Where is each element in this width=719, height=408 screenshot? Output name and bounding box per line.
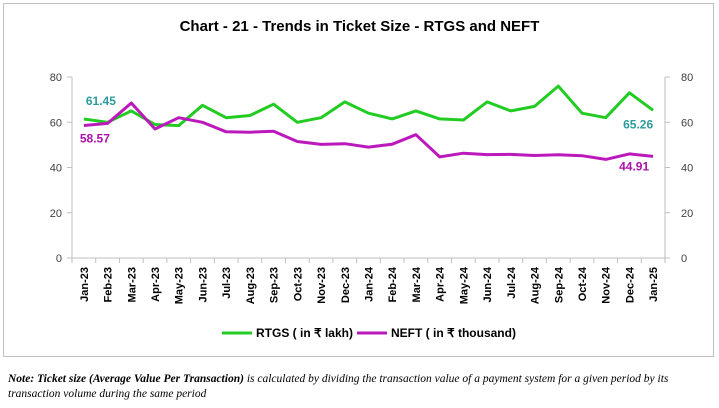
x-tick-label: Apr-23 (150, 267, 162, 302)
data-label: 44.91 (619, 159, 649, 173)
x-tick-label: Oct-23 (292, 267, 304, 301)
data-labels: 61.45 58.57 65.26 44.91 (80, 94, 654, 173)
axes: 0 20 40 60 80 0 20 40 60 80 Jan-23 Feb-23 Mar-23 Apr-… (50, 72, 694, 304)
x-tick-label: Jun-23 (197, 267, 209, 302)
x-tick-label: Feb-24 (387, 266, 399, 302)
y-tick-label-left: 60 (50, 117, 62, 129)
x-tick-label: May-23 (174, 267, 186, 304)
chart-frame (3, 3, 714, 357)
x-tick-label: Feb-23 (103, 267, 115, 302)
x-tick-label: Aug-24 (530, 266, 542, 304)
y-tick-label-left: 20 (50, 208, 62, 220)
x-tick-label: Nov-23 (316, 267, 328, 304)
x-tick-label: Jul-24 (506, 266, 518, 299)
footnote: Note: Ticket size (Average Value Per Tra… (8, 372, 714, 402)
y-tick-label-right: 80 (681, 72, 693, 84)
y-tick-label-right: 20 (681, 208, 693, 220)
y-tick-label-left: 0 (56, 253, 62, 265)
x-tick-label: Jun-24 (482, 266, 494, 302)
x-tick-label: Nov-24 (601, 266, 613, 304)
x-tick-label: Jan-24 (364, 266, 376, 302)
x-tick-label: Oct-24 (577, 266, 589, 301)
x-tick-label: Mar-24 (411, 266, 423, 302)
data-label: 65.26 (623, 117, 653, 131)
x-tick-label: Mar-23 (126, 267, 138, 302)
x-tick-label: May-24 (458, 266, 470, 304)
y-tick-label-right: 0 (681, 253, 687, 265)
x-tick-label: Sep-24 (553, 266, 565, 303)
legend: RTGS ( in ₹ lakh) NEFT ( in ₹ thousand) (222, 326, 516, 340)
footnote-lead: Note: Ticket size (Average Value Per Tra… (8, 373, 244, 385)
legend-label: RTGS ( in ₹ lakh) (256, 326, 353, 340)
x-tick-label: Dec-23 (340, 267, 352, 303)
y-tick-label-right: 60 (681, 117, 693, 129)
y-tick-label-left: 40 (50, 163, 62, 175)
y-tick-label-right: 40 (681, 163, 693, 175)
series-lines (83, 84, 654, 161)
footnote-body: is calculated by dividing the transactio… (8, 373, 669, 400)
x-tick-label: Jan-25 (648, 267, 660, 302)
x-tick-label: Jul-23 (221, 267, 233, 299)
series-line-rtgs (83, 84, 654, 128)
x-tick-label: Dec-24 (624, 266, 636, 303)
x-tick-label: Aug-23 (245, 267, 257, 304)
x-tick-label: Sep-23 (269, 267, 281, 303)
legend-label: NEFT ( in ₹ thousand) (391, 326, 516, 340)
x-tick-label: Apr-24 (435, 266, 447, 302)
x-tick-label: Jan-23 (79, 267, 91, 302)
line-chart: 0 20 40 60 80 0 20 40 60 80 Jan-23 Feb-23 Mar-23 Apr-… (50, 72, 694, 340)
data-label: 58.57 (80, 131, 110, 145)
data-label: 61.45 (86, 94, 116, 108)
y-tick-label-left: 80 (50, 72, 62, 84)
chart-title: Chart - 21 - Trends in Ticket Size - RTG… (179, 18, 540, 35)
series-line-neft (83, 101, 654, 161)
